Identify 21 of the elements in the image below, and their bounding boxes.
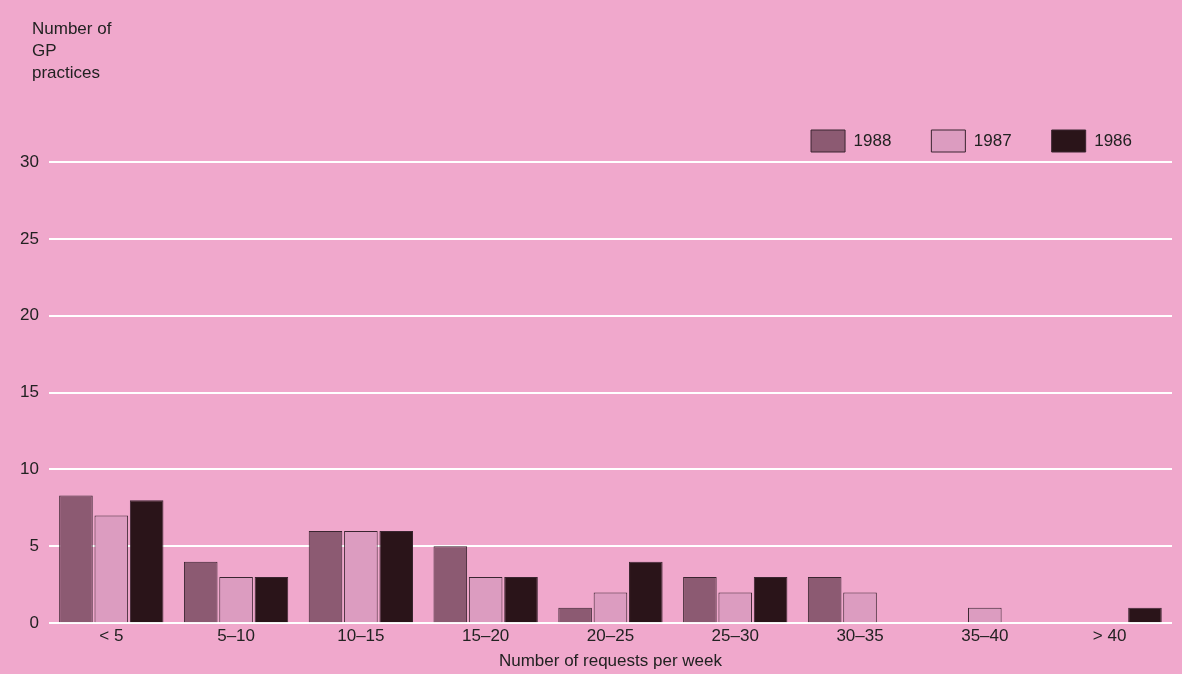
x-tick-label: 30–35 <box>836 626 884 646</box>
x-axis-title: Number of requests per week <box>498 651 723 671</box>
legend-label: 1988 <box>853 130 892 150</box>
y-tick-label: 20 <box>19 305 39 325</box>
legend-label: 1987 <box>973 130 1012 150</box>
x-tick-label: > 40 <box>1092 626 1127 646</box>
y-tick-label: 0 <box>29 612 39 632</box>
y-tick-label: 30 <box>19 151 39 171</box>
x-tick-label: 5–10 <box>217 626 256 646</box>
y-tick-label: 25 <box>19 228 39 248</box>
y-axis-title: Number of GP practices <box>32 18 113 84</box>
legend-label: 1986 <box>1094 130 1133 150</box>
x-tick-label: 10–15 <box>337 626 385 646</box>
y-tick-label: 5 <box>29 536 39 556</box>
x-tick-label: 25–30 <box>711 626 759 646</box>
x-tick-label: 15–20 <box>462 626 510 646</box>
x-tick-label: < 5 <box>99 626 124 646</box>
x-tick-label: 35–40 <box>961 626 1009 646</box>
y-tick-label: 10 <box>19 459 39 479</box>
y-tick-label: 15 <box>19 382 39 402</box>
x-tick-label: 20–25 <box>586 626 635 646</box>
